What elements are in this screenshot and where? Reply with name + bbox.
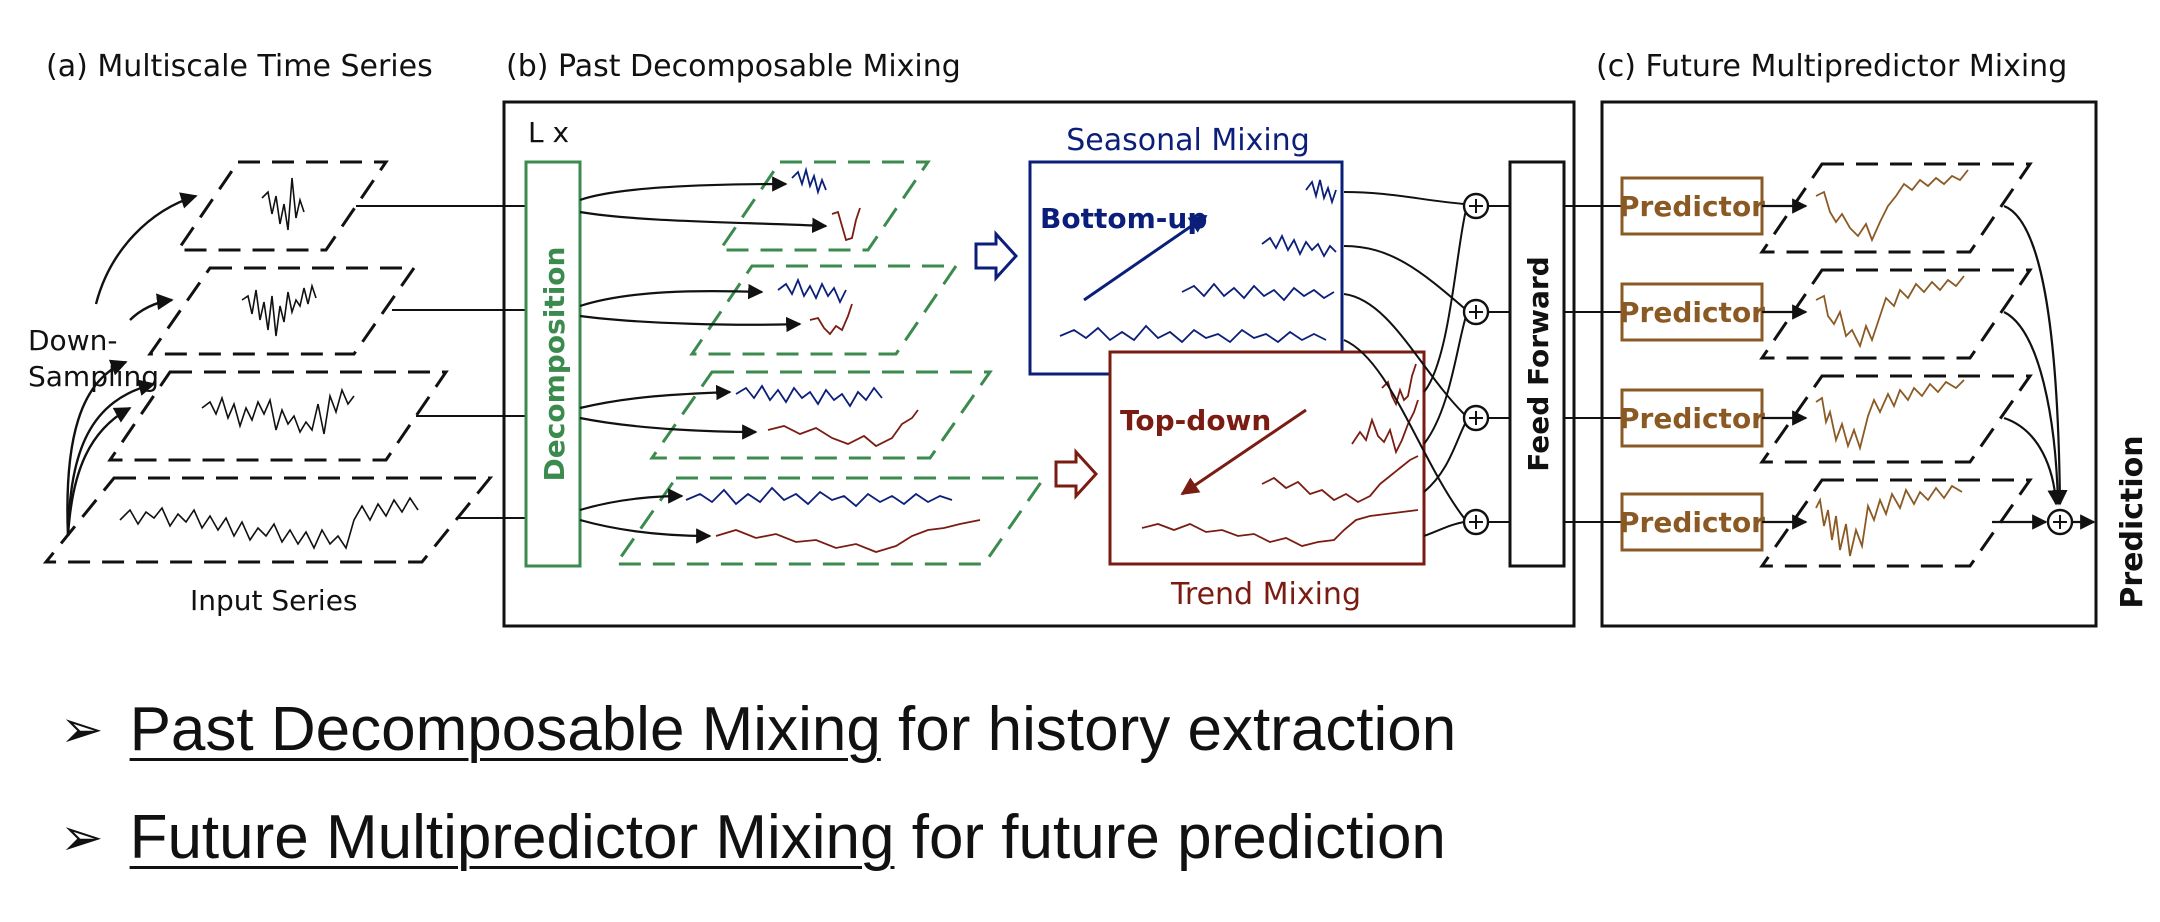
fmm-block: [1600, 100, 2098, 628]
down-sampling-arrows: [66, 192, 198, 537]
ff-to-predictor-links: [1564, 205, 1624, 523]
panel-b-title: (b) Past Decomposable Mixing: [506, 49, 961, 84]
bullet-arrow-icon: ➢: [60, 807, 104, 868]
bottom-up-arrow: [1083, 214, 1208, 302]
scale-plane-4: [42, 476, 494, 564]
bullet-text: for future prediction: [894, 803, 1446, 872]
mixing-connectors: [1343, 191, 1467, 537]
input-waveforms: [119, 177, 419, 550]
sum-node-plus-signs: [1469, 199, 1483, 529]
trend-components: [715, 207, 981, 553]
predictor-arrows: [1762, 198, 1808, 530]
input-series-label: Input Series: [190, 584, 358, 617]
bullet-arrow-icon: ➢: [60, 699, 104, 760]
sum-nodes: [1462, 192, 1490, 536]
input-connectors: [356, 205, 526, 519]
predictor-label-4: Predictor: [1619, 506, 1765, 539]
prediction-planes: [1759, 162, 2033, 568]
predictor-box-4: [1620, 492, 1764, 552]
predictor-box-2: [1620, 282, 1764, 342]
decomposition-block: [524, 160, 582, 568]
seasonal-mixing-title: Seasonal Mixing: [1066, 123, 1310, 158]
layer-repeat-label: L x: [528, 116, 569, 149]
scale-plane-3: [107, 370, 449, 462]
bullet-emphasis: Future Multipredictor Mixing: [129, 803, 895, 872]
feed-forward-block: [1508, 160, 1566, 568]
aggregation-arrows: [1992, 204, 2068, 530]
prediction-label: Prediction: [2115, 435, 2150, 608]
seasonal-components: [685, 166, 953, 508]
predictor-label-1: Predictor: [1619, 190, 1765, 223]
bullet-emphasis: Past Decomposable Mixing: [129, 695, 881, 764]
trend-flow-arrow: [1054, 448, 1099, 500]
feed-forward-label: Feed Forward: [1522, 256, 1555, 471]
predictor-box-3: [1620, 388, 1764, 448]
panel-a-title: (a) Multiscale Time Series: [46, 49, 433, 84]
bullet-text: for history extraction: [880, 695, 1457, 764]
decomposed-planes: [613, 160, 1047, 566]
predicted-waves: [1815, 169, 1969, 557]
timemixer-diagram: (a) Multiscale Time Series (b) Past Deco…: [28, 49, 2150, 628]
trend-mixing-block: [1108, 350, 1426, 566]
pdm-block: [502, 100, 1576, 628]
predictor-label-2: Predictor: [1619, 296, 1765, 329]
seasonal-mixing-waves: [1059, 179, 1337, 344]
decomposition-label: Decomposition: [538, 247, 571, 482]
bullet-past-decomposable-mixing: ➢ Past Decomposable Mixing for history e…: [60, 694, 1456, 765]
trend-mixing-title: Trend Mixing: [1170, 577, 1361, 612]
seasonal-mixing-block: [1028, 160, 1344, 376]
top-down-label: Top-down: [1120, 404, 1271, 437]
predictor-box-1: [1620, 176, 1764, 236]
predictor-boxes: [1620, 176, 1764, 552]
bottom-up-label: Bottom-up: [1040, 202, 1207, 235]
top-down-arrow: [1180, 408, 1307, 496]
scale-plane-1: [175, 160, 389, 252]
predictor-label-3: Predictor: [1619, 402, 1765, 435]
decomposition-arrows: [579, 176, 828, 544]
down-sampling-label-1: Down-: [28, 324, 117, 357]
seasonal-flow-arrow: [974, 230, 1019, 282]
scale-plane-2: [147, 266, 417, 356]
down-sampling-label-2: Sampling: [28, 360, 159, 393]
panel-c-title: (c) Future Multipredictor Mixing: [1596, 49, 2067, 84]
bullet-future-multipredictor-mixing: ➢ Future Multipredictor Mixing for futur…: [60, 802, 1446, 873]
